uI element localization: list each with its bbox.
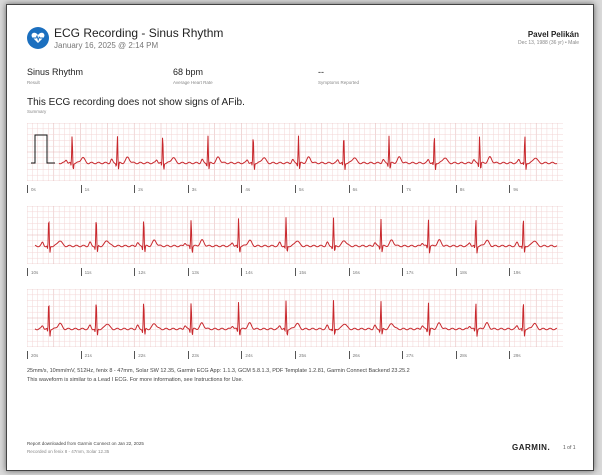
second-marker: 21s (80, 351, 92, 359)
second-marker: 7s (402, 185, 411, 193)
heart-rate-value: 68 bpm (173, 67, 204, 77)
second-marker: 29s (509, 351, 521, 359)
second-marker: 22s (134, 351, 145, 359)
second-marker: 25s (295, 351, 306, 359)
garmin-logo: GARMIN. (512, 443, 551, 452)
second-marker: 8s (455, 185, 465, 193)
ecg-strip-1: 0s 1s 2s 3s 4s 5s 6s 7s 8s 9s (27, 123, 563, 199)
ecg-trace (34, 300, 558, 337)
second-marker: 24s (241, 351, 253, 359)
second-marker: 17s (402, 268, 413, 276)
second-marker: 12s (134, 268, 145, 276)
ecg-trace (58, 135, 558, 170)
second-marker: 5s (295, 185, 304, 193)
ecg-report-page: ECG Recording - Sinus Rhythm January 16,… (6, 4, 594, 471)
heart-rate-label: Average Heart Rate (173, 80, 213, 85)
ecg-trace (34, 217, 558, 254)
result-label: Result (27, 80, 40, 85)
second-marker: 20s (27, 351, 38, 359)
user-info: Dec 13, 1988 (36 yr) • Male (518, 40, 579, 46)
ecg-grid (27, 289, 563, 347)
recording-datetime: January 16, 2025 @ 2:14 PM (54, 41, 159, 50)
result-value: Sinus Rhythm (27, 67, 84, 77)
report-download-note: Report downloaded from Garmin Connect on… (27, 441, 144, 446)
second-marker: 2s (134, 185, 143, 193)
second-marker: 0s (27, 185, 36, 193)
lead-disclaimer: This waveform is similar to a Lead I ECG… (27, 377, 244, 383)
ecg-strip-2: 10s 11s 12s 13s 14s 15s 16s 17s 18s 19s (27, 206, 563, 282)
second-marker: 13s (187, 268, 199, 276)
second-marker: 26s (348, 351, 360, 359)
report-title: ECG Recording - Sinus Rhythm (54, 26, 224, 40)
second-marker: 9s (509, 185, 518, 193)
symptoms-label: Symptoms Reported (318, 80, 360, 85)
second-marker: 16s (348, 268, 360, 276)
summary-text: This ECG recording does not show signs o… (27, 97, 245, 108)
second-marker: 1s (80, 185, 89, 193)
second-marker: 14s (241, 268, 253, 276)
second-marker: 4s (241, 185, 250, 193)
summary-label: Summary (27, 109, 47, 114)
user-name: Pavel Pelikán (527, 30, 579, 39)
calibration-pulse (31, 134, 55, 164)
second-marker: 27s (402, 351, 413, 359)
symptoms-value: -- (318, 67, 324, 77)
second-marker: 11s (80, 268, 92, 276)
second-marker: 10s (27, 268, 38, 276)
ecg-grid (27, 123, 563, 181)
second-marker: 23s (187, 351, 199, 359)
ecg-grid (27, 206, 563, 264)
recorded-device-note: Recorded on fenix 8 - 47mm, Solar 12.35 (27, 449, 110, 454)
ecg-strip-3: 20s 21s 22s 23s 24s 25s 26s 27s 28s 29s (27, 289, 563, 365)
second-marker: 6s (348, 185, 357, 193)
second-marker: 3s (187, 185, 197, 193)
page-number: 1 of 1 (563, 445, 576, 451)
second-marker: 19s (509, 268, 521, 276)
second-marker: 28s (455, 351, 467, 359)
heart-ecg-icon (27, 27, 49, 49)
second-marker: 15s (295, 268, 306, 276)
second-marker: 18s (455, 268, 467, 276)
recording-specs: 25mm/s, 10mm/mV, 512Hz, fenix 8 - 47mm, … (27, 368, 410, 374)
